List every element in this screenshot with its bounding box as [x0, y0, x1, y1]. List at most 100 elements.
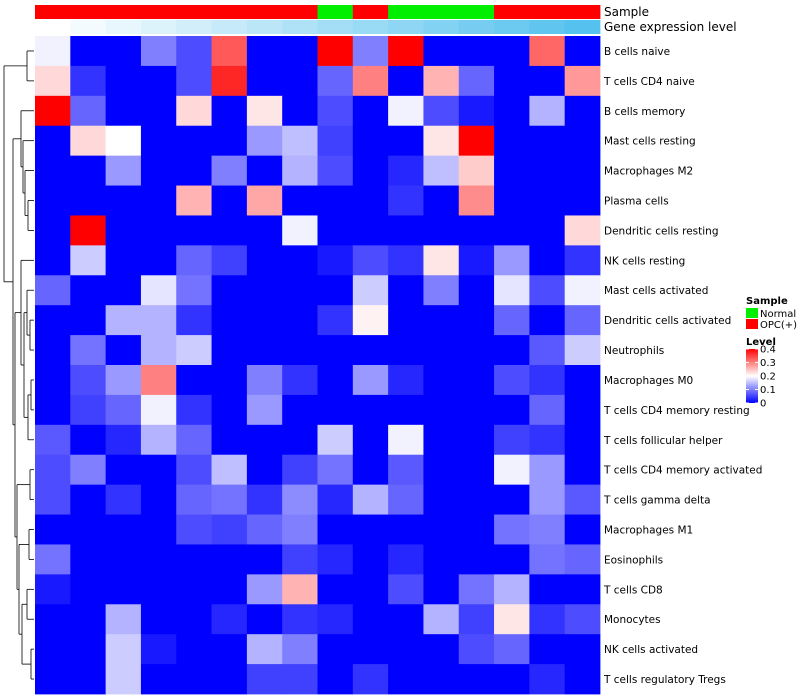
heatmap-cell	[352, 305, 389, 336]
row-label: Mast cells resting	[604, 136, 696, 148]
heatmap-cell	[529, 215, 566, 246]
heatmap-cell	[105, 335, 142, 366]
heatmap-cell	[494, 634, 530, 665]
heatmap-cell	[564, 454, 601, 486]
heatmap-cell	[564, 424, 601, 456]
heatmap-cell	[211, 275, 248, 306]
heatmap-cell	[246, 155, 283, 186]
heatmap-cell	[458, 604, 495, 635]
sample-annotation-cell	[282, 5, 318, 19]
heatmap-cell	[35, 125, 71, 157]
heatmap-cell	[529, 664, 566, 695]
heatmap-cell	[564, 185, 601, 216]
heatmap-cell	[529, 125, 566, 157]
heatmap-cell	[352, 65, 389, 97]
heatmap-cell	[35, 95, 71, 127]
heatmap-cell	[494, 305, 530, 336]
heatmap-cell	[70, 275, 107, 306]
heatmap-cell	[352, 634, 389, 665]
heatmap-cell	[317, 604, 354, 635]
sample-annotation-label: Sample	[604, 5, 649, 19]
heatmap-cell	[494, 424, 530, 456]
heatmap-cell	[105, 604, 142, 635]
heatmap-cell	[317, 664, 354, 695]
gene-level-annotation-cell	[282, 20, 318, 34]
heatmap-cell	[176, 365, 212, 396]
heatmap-cell	[564, 664, 601, 695]
heatmap-cell	[529, 245, 566, 276]
heatmap-cell	[423, 185, 460, 216]
heatmap-cell	[211, 634, 248, 665]
heatmap-cell	[211, 65, 248, 97]
heatmap-cell	[211, 514, 248, 545]
heatmap-cell	[423, 634, 460, 665]
heatmap-cell	[564, 305, 601, 336]
heatmap-cell	[105, 305, 142, 336]
heatmap-cell	[423, 574, 460, 605]
heatmap-cell	[246, 125, 283, 157]
heatmap-cell	[105, 365, 142, 396]
heatmap-cell	[564, 125, 601, 157]
heatmap-cell	[423, 664, 460, 695]
heatmap-cell	[140, 335, 177, 366]
heatmap-cell	[529, 155, 566, 186]
heatmap-cell	[458, 185, 495, 216]
sample-annotation-cell	[246, 5, 283, 19]
heatmap-cell	[35, 36, 71, 67]
heatmap-cell	[35, 574, 71, 605]
heatmap-cell	[105, 574, 142, 605]
row-label: Dendritic cells resting	[604, 225, 719, 237]
heatmap-cell	[70, 604, 107, 635]
heatmap-cell	[352, 544, 389, 575]
heatmap-cell	[35, 245, 71, 276]
row-label: T cells CD8	[603, 584, 663, 596]
heatmap-cell	[246, 634, 283, 665]
heatmap-cell	[35, 394, 71, 426]
gene-level-annotation-cell	[564, 20, 601, 34]
heatmap-cell	[105, 634, 142, 665]
heatmap-cell	[529, 424, 566, 456]
heatmap-cell	[317, 634, 354, 665]
heatmap-cell	[564, 275, 601, 306]
heatmap-cell	[458, 245, 495, 276]
heatmap-cell	[140, 36, 177, 67]
heatmap-cell	[35, 664, 71, 695]
heatmap-cell	[388, 574, 424, 605]
heatmap-cell	[494, 365, 530, 396]
heatmap-cell	[105, 544, 142, 575]
heatmap-cell	[35, 514, 71, 545]
heatmap-cell	[246, 454, 283, 486]
heatmap-cell	[423, 454, 460, 486]
heatmap-cell	[458, 454, 495, 486]
heatmap-cell	[105, 65, 142, 97]
heatmap-cell	[388, 544, 424, 575]
heatmap-cell	[282, 215, 318, 246]
heatmap-cell	[458, 484, 495, 515]
heatmap-cell	[140, 365, 177, 396]
heatmap-cell	[176, 95, 212, 127]
heatmap-cell	[494, 604, 530, 635]
heatmap-cell	[317, 155, 354, 186]
row-label: T cells CD4 naive	[603, 76, 695, 88]
heatmap-cell	[176, 484, 212, 515]
legend-level-tick-label: 0	[760, 399, 766, 410]
sample-annotation-cell	[176, 5, 212, 19]
heatmap-cell	[494, 245, 530, 276]
heatmap-cell	[176, 514, 212, 545]
heatmap-cell	[246, 394, 283, 426]
heatmap-cell	[458, 65, 495, 97]
heatmap-cell	[70, 125, 107, 157]
heatmap-cell	[176, 544, 212, 575]
heatmap-cell	[35, 484, 71, 515]
heatmap-cell	[352, 245, 389, 276]
heatmap-cell	[529, 305, 566, 336]
heatmap-cell	[176, 125, 212, 157]
heatmap-cell	[282, 544, 318, 575]
gene-level-annotation-cell	[494, 20, 530, 34]
heatmap-cell	[246, 36, 283, 67]
heatmap-cell	[564, 544, 601, 575]
heatmap-cell	[35, 185, 71, 216]
heatmap-cell	[352, 95, 389, 127]
heatmap-cell	[70, 544, 107, 575]
